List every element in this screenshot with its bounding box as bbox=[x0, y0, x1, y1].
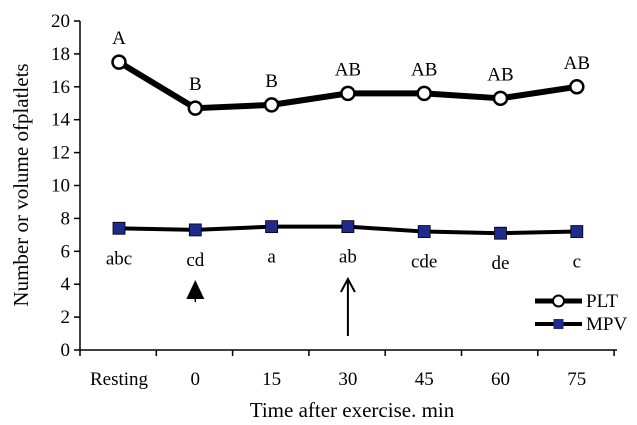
legend-marker bbox=[553, 319, 564, 329]
data-point bbox=[494, 226, 507, 240]
data-label: AB bbox=[564, 53, 590, 74]
data-label: a bbox=[267, 247, 276, 268]
x-tick-label: 0 bbox=[191, 369, 201, 390]
data-label: B bbox=[265, 71, 278, 92]
data-point bbox=[492, 90, 509, 107]
y-tick-label: 14 bbox=[51, 110, 71, 131]
arrow-head bbox=[340, 276, 356, 293]
y-tick-label: 2 bbox=[61, 307, 71, 328]
data-point bbox=[112, 221, 126, 235]
data-label: abc bbox=[106, 248, 132, 269]
data-point bbox=[417, 225, 431, 238]
data-point bbox=[341, 220, 355, 234]
data-label: cde bbox=[411, 252, 437, 273]
data-point bbox=[570, 225, 584, 238]
x-tick-label: 60 bbox=[491, 369, 510, 390]
data-label: AB bbox=[411, 59, 437, 80]
legend-label: PLT bbox=[586, 291, 618, 312]
data-point bbox=[111, 54, 127, 70]
series-mpv: abc cd a ab cde de c bbox=[106, 220, 584, 274]
data-label: de bbox=[492, 253, 510, 274]
x-axis-ticks: Resting 0 15 30 45 60 75 bbox=[79, 350, 615, 390]
x-axis-label: Time after exercise. min bbox=[250, 398, 455, 422]
data-point bbox=[340, 85, 356, 102]
data-point bbox=[416, 85, 432, 102]
legend-marker bbox=[552, 294, 565, 308]
arrowhead-marker bbox=[186, 280, 205, 299]
y-tick-label: 4 bbox=[61, 274, 71, 295]
data-label: AB bbox=[335, 59, 361, 80]
y-tick-label: 6 bbox=[61, 241, 71, 262]
y-tick-label: 8 bbox=[61, 208, 71, 229]
x-tick-label: 45 bbox=[415, 369, 434, 390]
data-label: ab bbox=[339, 247, 357, 268]
x-tick-label: 15 bbox=[262, 369, 281, 390]
data-point bbox=[188, 223, 202, 237]
data-label: c bbox=[573, 252, 581, 273]
y-tick-label: 12 bbox=[51, 143, 70, 164]
data-label: A bbox=[112, 28, 126, 49]
y-tick-label: 16 bbox=[51, 77, 70, 98]
y-axis-label: Number or volume ofplatlets bbox=[9, 63, 33, 306]
y-axis-ticks: 0 2 4 6 8 10 12 14 16 18 20 bbox=[51, 11, 80, 361]
data-point bbox=[569, 79, 585, 95]
data-point bbox=[265, 220, 279, 234]
y-tick-label: 18 bbox=[51, 44, 70, 65]
data-label: AB bbox=[487, 64, 513, 85]
y-tick-label: 20 bbox=[51, 11, 70, 32]
y-tick-label: 0 bbox=[61, 340, 71, 361]
x-tick-label: 75 bbox=[567, 369, 586, 390]
data-label: B bbox=[189, 74, 202, 95]
x-tick-label: Resting bbox=[90, 369, 149, 390]
y-tick-label: 10 bbox=[51, 176, 70, 197]
data-label: cd bbox=[186, 250, 204, 271]
data-point bbox=[263, 97, 280, 113]
x-tick-label: 30 bbox=[338, 369, 357, 390]
annotations bbox=[186, 276, 356, 336]
data-point bbox=[187, 100, 204, 116]
legend-label: MPV bbox=[586, 314, 627, 335]
